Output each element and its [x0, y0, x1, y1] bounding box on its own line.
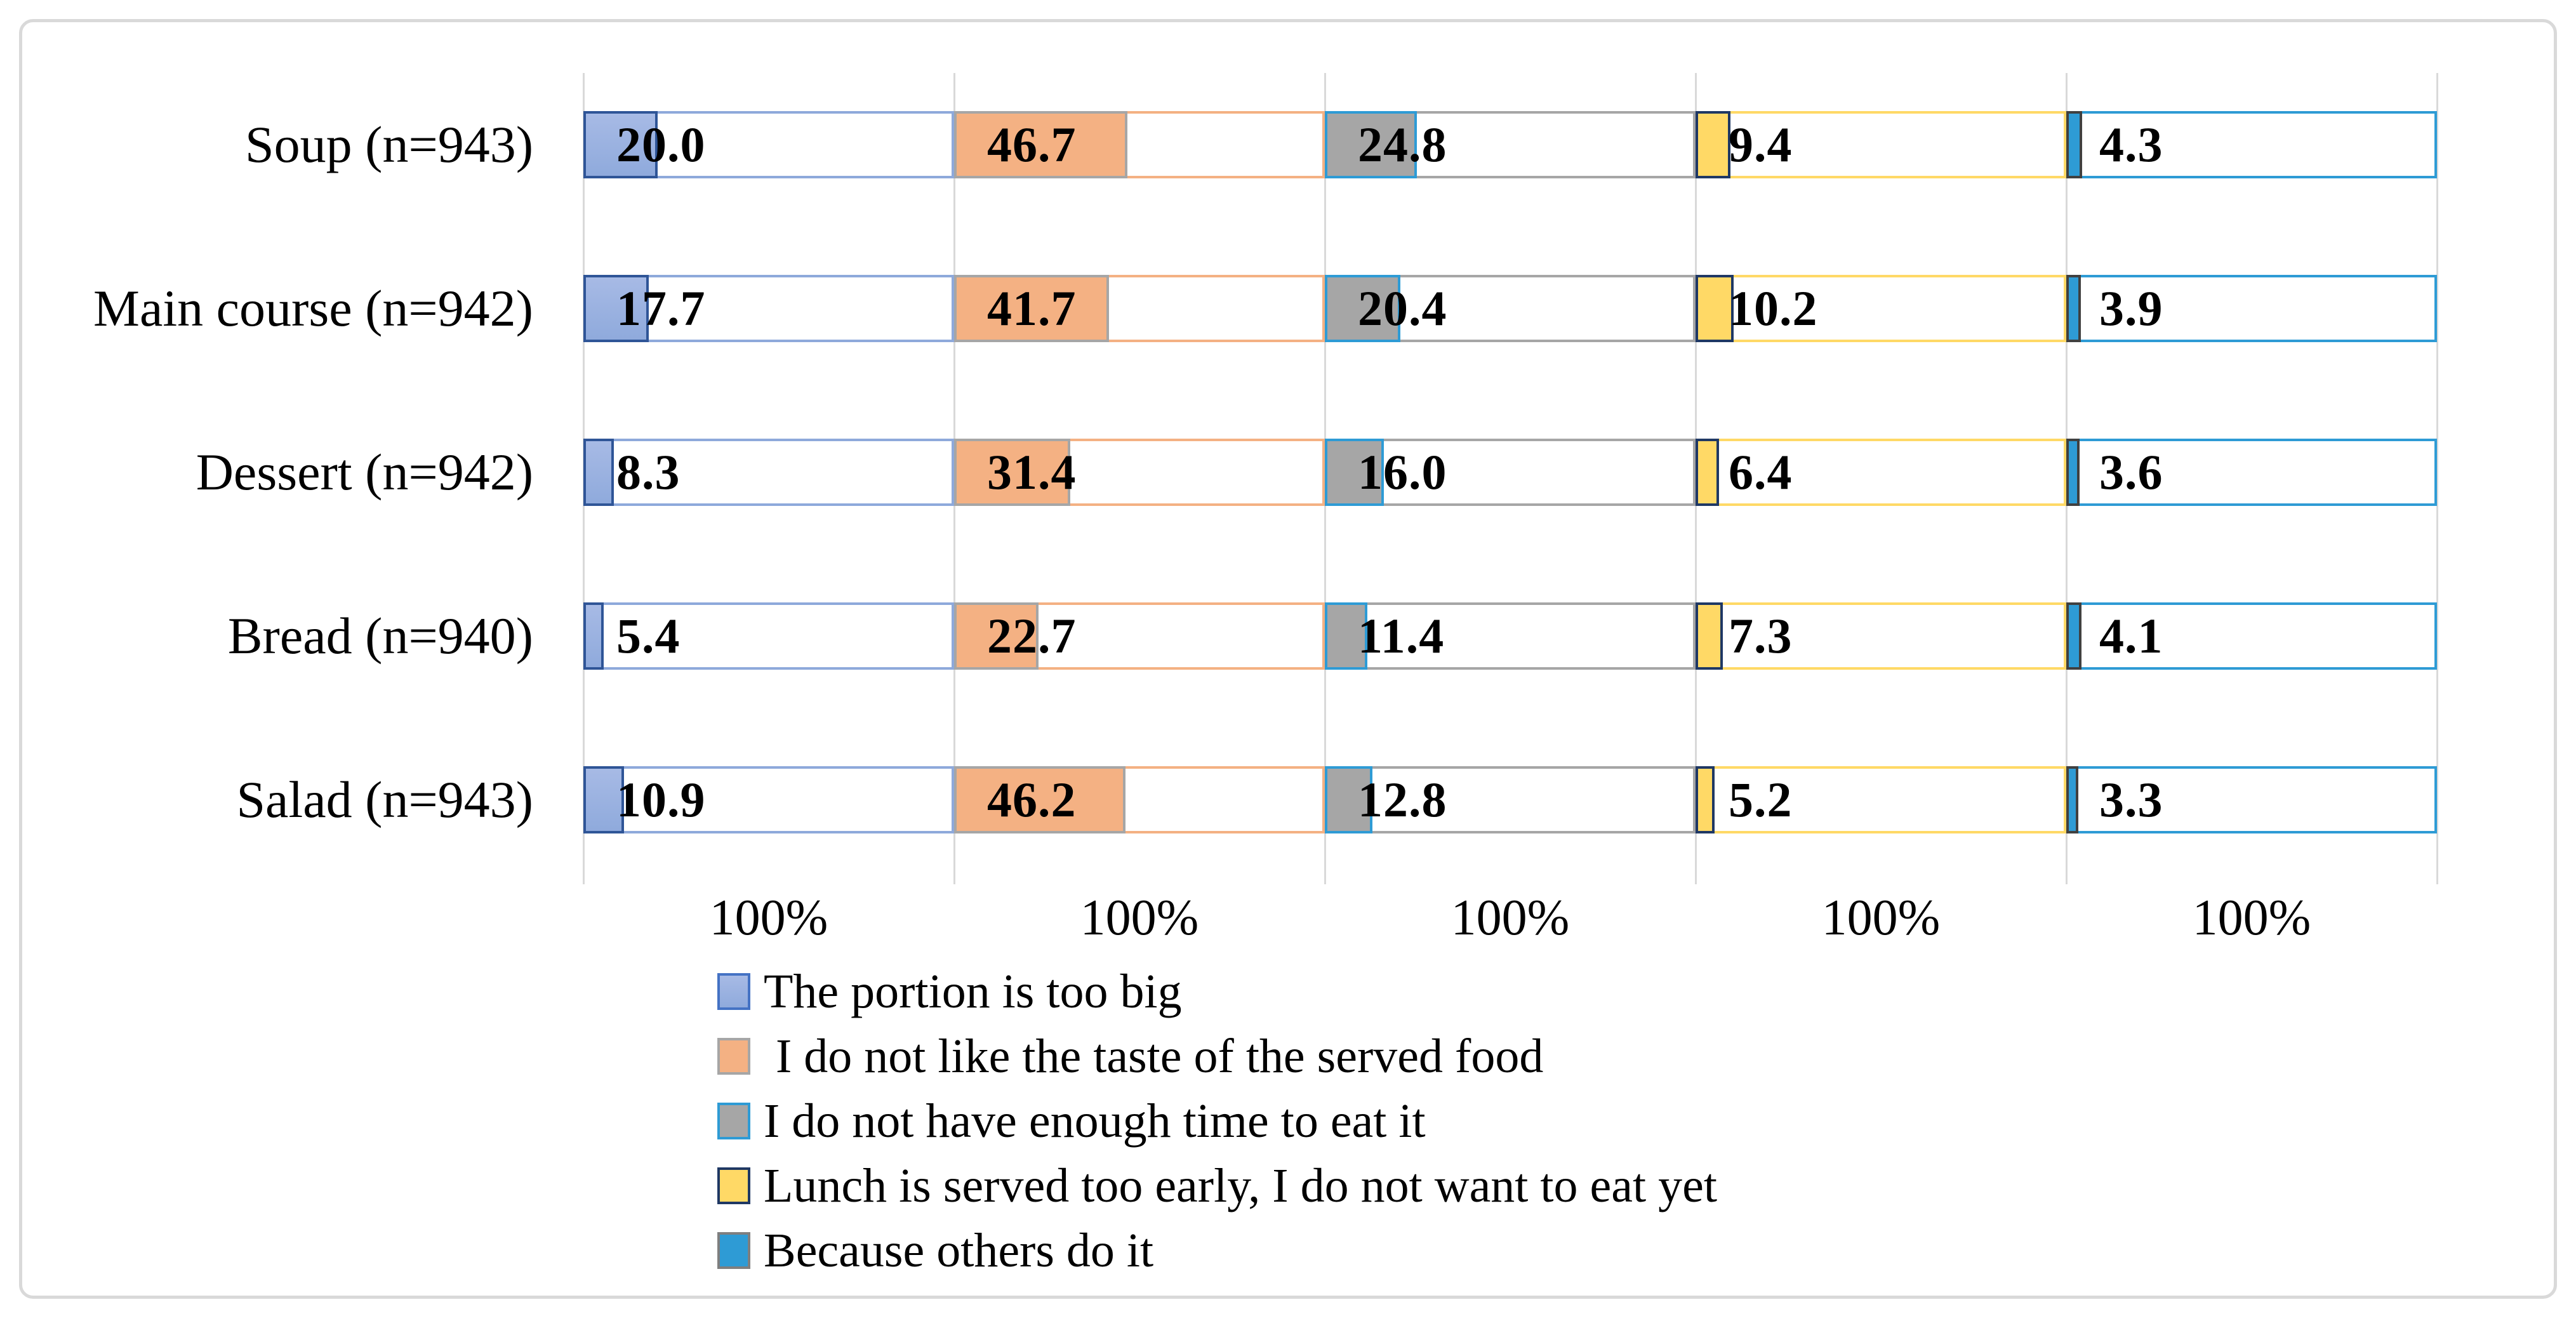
bar-fill — [583, 275, 649, 342]
axis-tick-label: 100% — [2192, 890, 2311, 946]
value-label: 3.6 — [2099, 444, 2163, 500]
value-label: 4.1 — [2099, 608, 2163, 663]
bar-track — [2066, 602, 2437, 670]
bar-fill — [954, 275, 1109, 342]
bar-track — [2066, 439, 2437, 506]
value-label: 10.9 — [616, 772, 706, 827]
category-label: Main course (n=942) — [93, 279, 533, 337]
legend-swatch — [717, 1103, 750, 1139]
bar-fill — [954, 766, 1125, 833]
bar-fill — [2066, 766, 2078, 833]
bar-fill — [1325, 275, 1400, 342]
legend-label: Because others do it — [764, 1223, 1154, 1277]
category-label: Dessert (n=942) — [196, 443, 533, 501]
bar-fill — [1696, 111, 1730, 178]
bar-track — [2066, 275, 2437, 342]
legend-swatch — [717, 973, 750, 1010]
bar-fill — [1325, 766, 1372, 833]
legend-label: I do not like the taste of the served fo… — [764, 1029, 1544, 1083]
value-label: 12.8 — [1358, 772, 1447, 827]
bar-fill — [954, 602, 1039, 670]
bar-fill — [583, 111, 658, 178]
bar-fill — [583, 439, 614, 506]
bar-track — [1696, 766, 2066, 833]
legend-swatch — [717, 1167, 750, 1204]
value-label: 20.0 — [616, 117, 706, 172]
bar-track — [2066, 766, 2437, 833]
value-label: 7.3 — [1729, 608, 1793, 663]
value-label: 5.2 — [1729, 772, 1793, 827]
bar-fill — [2066, 111, 2082, 178]
value-label: 31.4 — [987, 444, 1077, 500]
bar-fill — [1325, 439, 1384, 506]
value-label: 4.3 — [2099, 117, 2163, 172]
bar-chart: Soup (n=943) 20.0 46.7 24.8 9.4 4.3 Main cours… — [3, 3, 2576, 1321]
value-label: 11.4 — [1358, 608, 1445, 663]
bar-fill — [1325, 111, 1417, 178]
bar-track — [1696, 439, 2066, 506]
bar-track — [1696, 111, 2066, 178]
legend-label: Lunch is served too early, I do not want… — [764, 1158, 1717, 1212]
value-label: 3.3 — [2099, 772, 2163, 827]
value-label: 3.9 — [2099, 281, 2163, 336]
bar-fill — [583, 766, 624, 833]
bar-track — [583, 766, 954, 833]
bar-fill — [583, 602, 604, 670]
bar-fill — [1325, 602, 1367, 670]
value-label: 20.4 — [1358, 281, 1447, 336]
bar-track — [583, 439, 954, 506]
bar-track — [1325, 439, 1696, 506]
bar-track — [1696, 602, 2066, 670]
value-label: 22.7 — [987, 608, 1077, 663]
bar-track — [1696, 275, 2066, 342]
value-label: 24.8 — [1358, 117, 1447, 172]
bar-track — [1325, 766, 1696, 833]
category-label: Bread (n=940) — [227, 607, 533, 665]
category-label: Salad (n=943) — [236, 771, 533, 828]
axis-tick-label: 100% — [1451, 890, 1570, 946]
bar-fill — [1696, 439, 1719, 506]
legend-label: The portion is too big — [764, 964, 1182, 1018]
category-label: Soup (n=943) — [245, 116, 533, 173]
value-label: 46.2 — [987, 772, 1077, 827]
bar-track — [1325, 602, 1696, 670]
value-label: 41.7 — [987, 281, 1077, 336]
bar-fill — [1696, 766, 1715, 833]
bar-track — [583, 602, 954, 670]
figure-frame: Soup (n=943) 20.0 46.7 24.8 9.4 4.3 Main cours… — [19, 19, 2557, 1299]
value-label: 8.3 — [616, 444, 681, 500]
bar-fill — [2066, 275, 2081, 342]
axis-tick-label: 100% — [1821, 890, 1941, 946]
value-label: 6.4 — [1729, 444, 1793, 500]
bar-track — [2066, 111, 2437, 178]
bar-fill — [1696, 602, 1723, 670]
legend-swatch — [717, 1232, 750, 1269]
bar-fill — [954, 439, 1070, 506]
bar-fill — [954, 111, 1127, 178]
value-label: 5.4 — [616, 608, 681, 663]
value-label: 10.2 — [1729, 281, 1818, 336]
value-label: 17.7 — [616, 281, 706, 336]
bar-fill — [2066, 602, 2081, 670]
axis-tick-label: 100% — [1080, 890, 1199, 946]
axis-gridline — [2436, 73, 2438, 884]
legend-swatch — [717, 1038, 750, 1075]
bar-fill — [1696, 275, 1734, 342]
value-label: 46.7 — [987, 117, 1077, 172]
axis-tick-label: 100% — [709, 890, 828, 946]
bar-fill — [2066, 439, 2080, 506]
value-label: 16.0 — [1358, 444, 1447, 500]
value-label: 9.4 — [1729, 117, 1793, 172]
legend-label: I do not have enough time to eat it — [764, 1094, 1426, 1148]
